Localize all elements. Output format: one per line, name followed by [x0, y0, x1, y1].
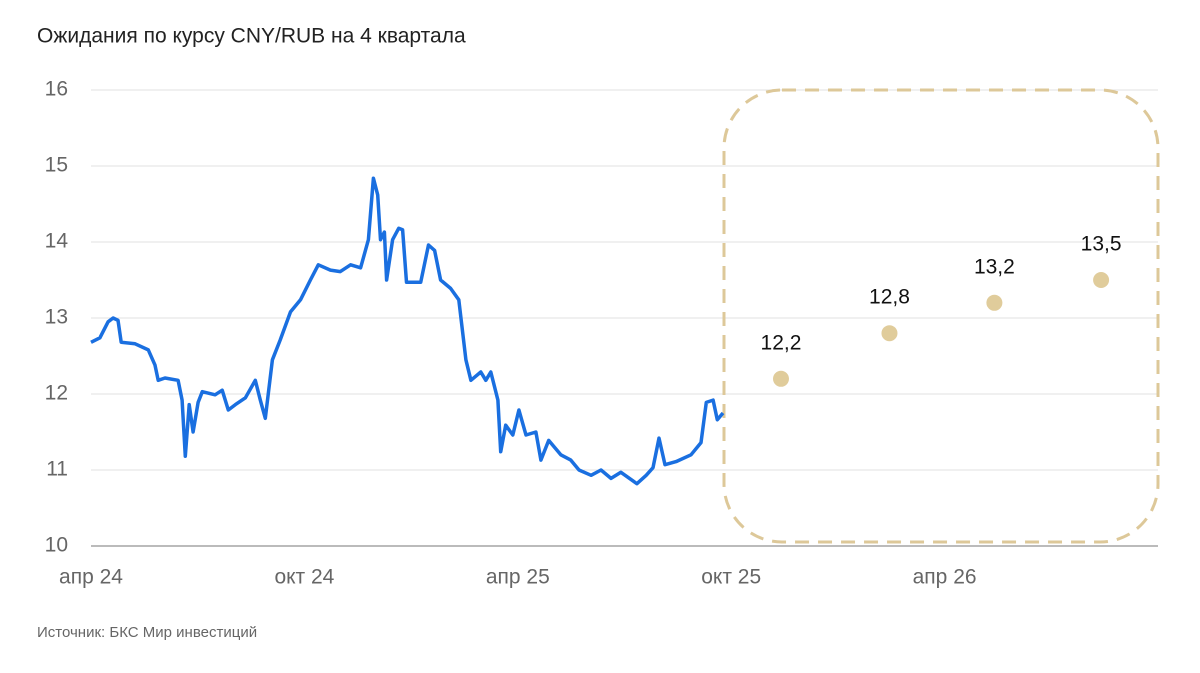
y-tick-label: 12 [45, 382, 68, 405]
x-tick-label: окт 24 [274, 566, 334, 589]
data-label: 12,8 [869, 286, 910, 309]
forecast-point [881, 325, 898, 342]
y-tick-label: 15 [45, 154, 68, 177]
chart-title: Ожидания по курсу CNY/RUB на 4 квартала [37, 25, 466, 48]
y-tick-label: 13 [45, 306, 68, 329]
x-tick-label: апр 25 [486, 566, 550, 589]
line-series [90, 176, 725, 486]
forecast-point [986, 294, 1003, 311]
data-label: 13,5 [1081, 233, 1122, 256]
x-tick-label: окт 25 [701, 566, 761, 589]
forecast-point [1093, 272, 1110, 288]
source-note: Источник: БКС Мир инвестиций [37, 624, 257, 641]
y-tick-label: 16 [45, 78, 68, 101]
data-label: 13,2 [974, 255, 1015, 278]
x-tick-label: апр 24 [59, 566, 123, 589]
y-tick-label: 14 [45, 230, 69, 253]
forecast-frame [722, 88, 1160, 544]
y-tick-label: 11 [46, 458, 68, 481]
x-tick-label: апр 26 [913, 566, 977, 589]
forecast-point [772, 370, 789, 387]
y-tick-label: 10 [45, 534, 68, 557]
data-label: 12,2 [761, 331, 802, 354]
